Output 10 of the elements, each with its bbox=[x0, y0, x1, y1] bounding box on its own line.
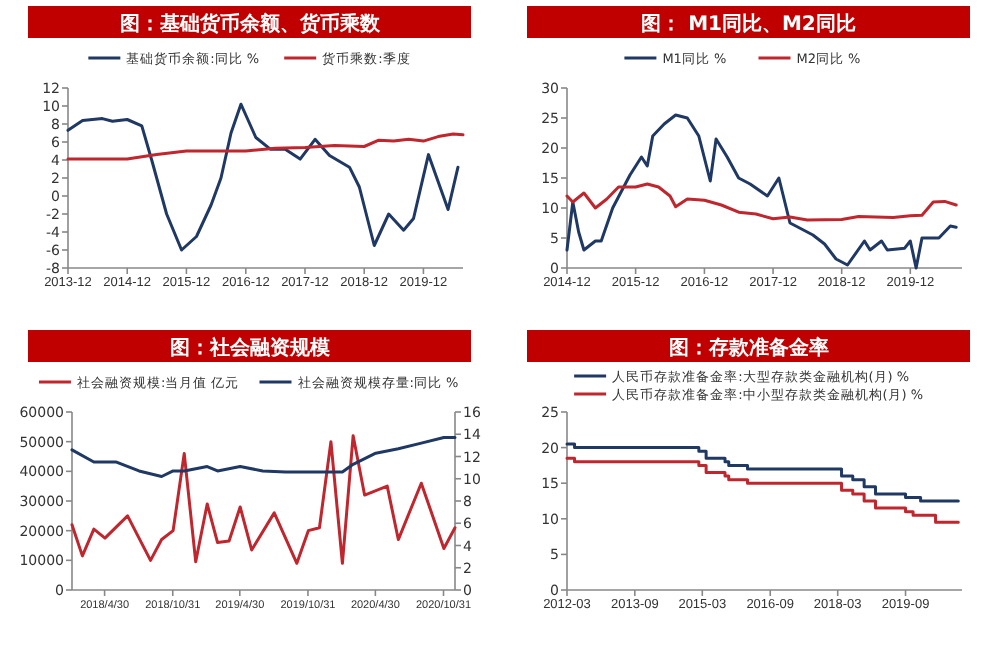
line-series bbox=[70, 436, 457, 479]
line-series bbox=[70, 434, 457, 565]
chart-title: 图：基础货币余额、货币乘数 bbox=[119, 12, 382, 36]
line-series bbox=[565, 182, 958, 222]
chart-title: 图： M1同比、M2同比 bbox=[641, 12, 856, 36]
chart-title: 图：存款准备金率 bbox=[668, 336, 829, 360]
line-series bbox=[565, 113, 958, 270]
line-series bbox=[66, 132, 465, 161]
chart-title: 图：社会融资规模 bbox=[169, 336, 332, 360]
line-series bbox=[66, 102, 460, 252]
